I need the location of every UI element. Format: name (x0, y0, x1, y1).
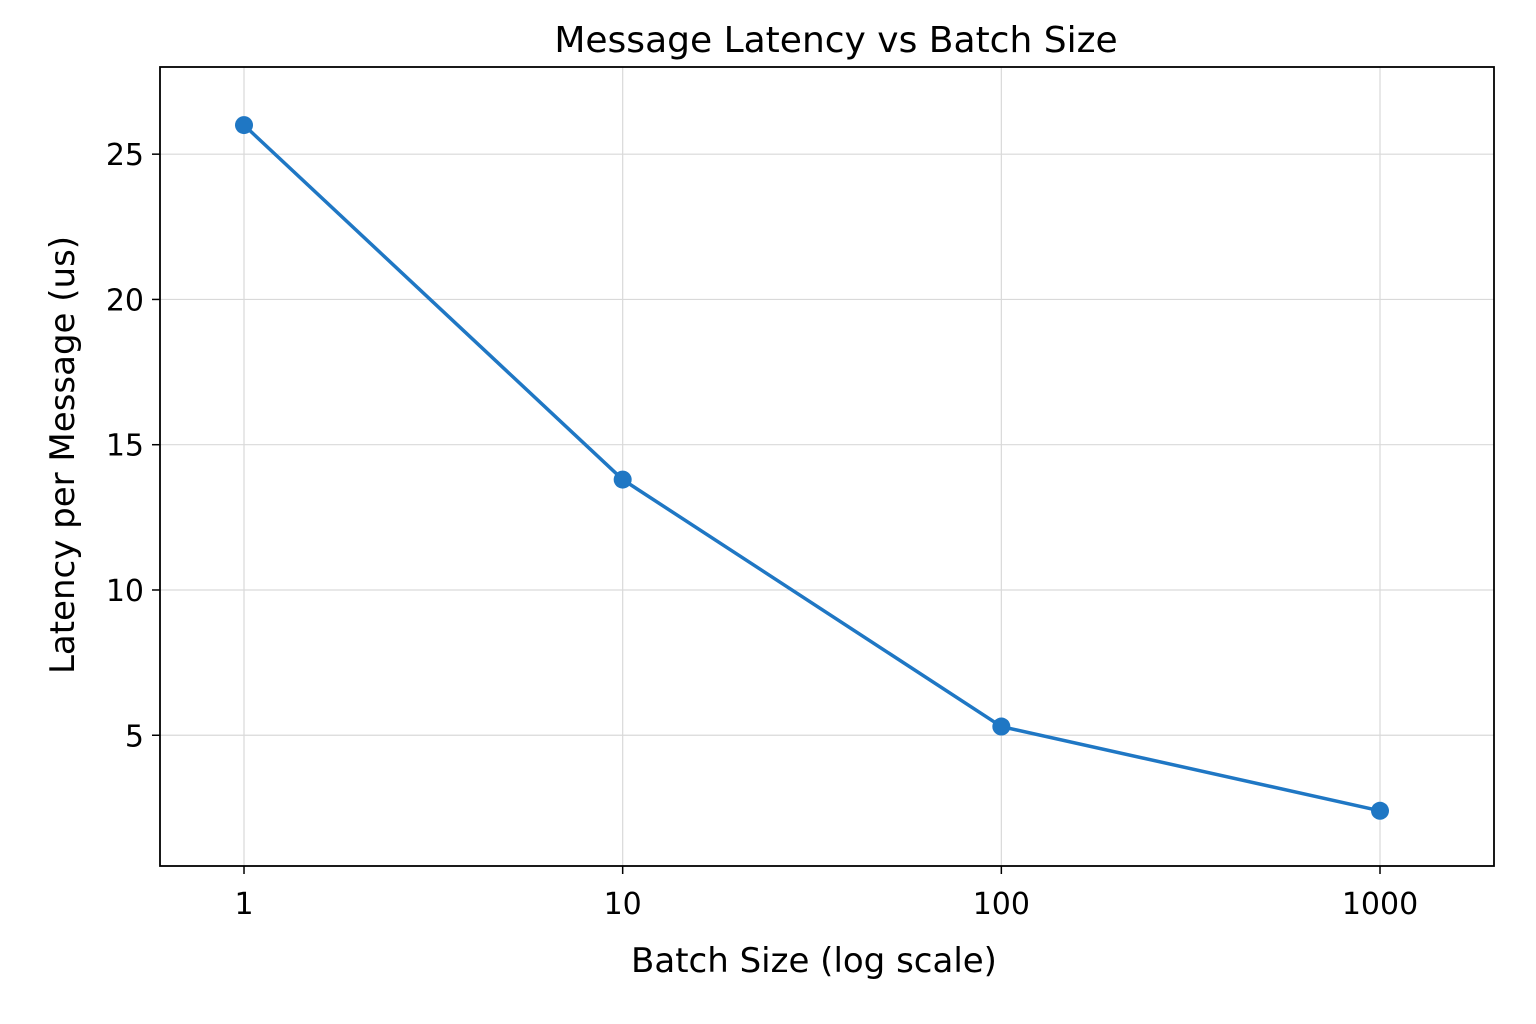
data-point (992, 717, 1011, 736)
y-axis-label: Latency per Message (us) (43, 236, 83, 674)
y-tick-label: 20 (106, 283, 144, 318)
data-point (1371, 801, 1390, 820)
y-tick-label: 10 (106, 574, 144, 609)
y-tick-label: 5 (125, 719, 144, 754)
axis-ticks: 1 10 100 1000 5 10 15 20 25 (106, 138, 1418, 922)
series-layer (235, 116, 1390, 820)
x-tick-label: 1 (234, 887, 253, 922)
y-tick-label: 15 (106, 429, 144, 464)
x-tick-label: 100 (973, 887, 1030, 922)
y-tick-label: 25 (106, 138, 144, 173)
x-tick-label: 10 (604, 887, 642, 922)
series-line (242, 123, 1382, 813)
grid (160, 67, 1494, 866)
data-point (613, 470, 632, 489)
plot-area-frame (159, 66, 1495, 867)
data-point (235, 116, 254, 135)
x-axis-label: Batch Size (log scale) (631, 941, 997, 981)
x-tick-label: 1000 (1342, 887, 1418, 922)
chart-title: Message Latency vs Batch Size (554, 20, 1117, 61)
